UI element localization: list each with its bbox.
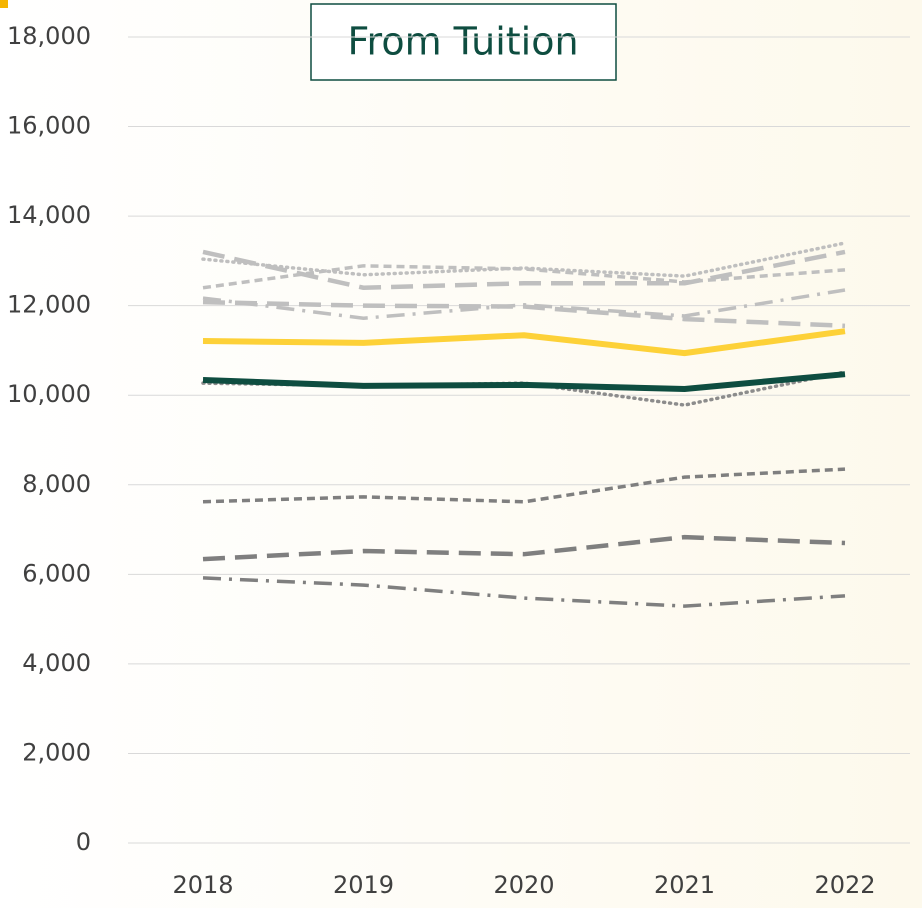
y-tick-label: 0: [76, 828, 91, 856]
y-tick-label: 12,000: [7, 291, 91, 319]
y-tick-label: 16,000: [7, 112, 91, 140]
y-tick-label: 2,000: [22, 738, 91, 766]
line-series: [202, 264, 846, 290]
line-series: [202, 467, 846, 504]
line-series: [202, 534, 846, 562]
corner-accent: [0, 0, 8, 8]
line-series: [202, 249, 846, 291]
x-tick-label: 2019: [333, 871, 394, 899]
line-series: [201, 370, 847, 407]
chart-title: From Tuition: [347, 20, 578, 64]
x-tick-label: 2020: [493, 871, 554, 899]
x-tick-label: 2022: [814, 871, 875, 899]
x-tick-label: 2018: [172, 871, 233, 899]
y-tick-label: 6,000: [22, 559, 91, 587]
title-box: [310, 3, 617, 81]
line-series: [202, 328, 846, 357]
y-tick-label: 14,000: [7, 201, 91, 229]
y-tick-label: 18,000: [7, 22, 91, 50]
y-tick-label: 4,000: [22, 649, 91, 677]
y-tick-label: 10,000: [7, 380, 91, 408]
y-tick-label: 8,000: [22, 470, 91, 498]
line-series: [202, 371, 846, 392]
line-series: [201, 241, 847, 278]
line-series: [202, 576, 846, 608]
x-tick-label: 2021: [654, 871, 715, 899]
line-series: [202, 299, 846, 329]
